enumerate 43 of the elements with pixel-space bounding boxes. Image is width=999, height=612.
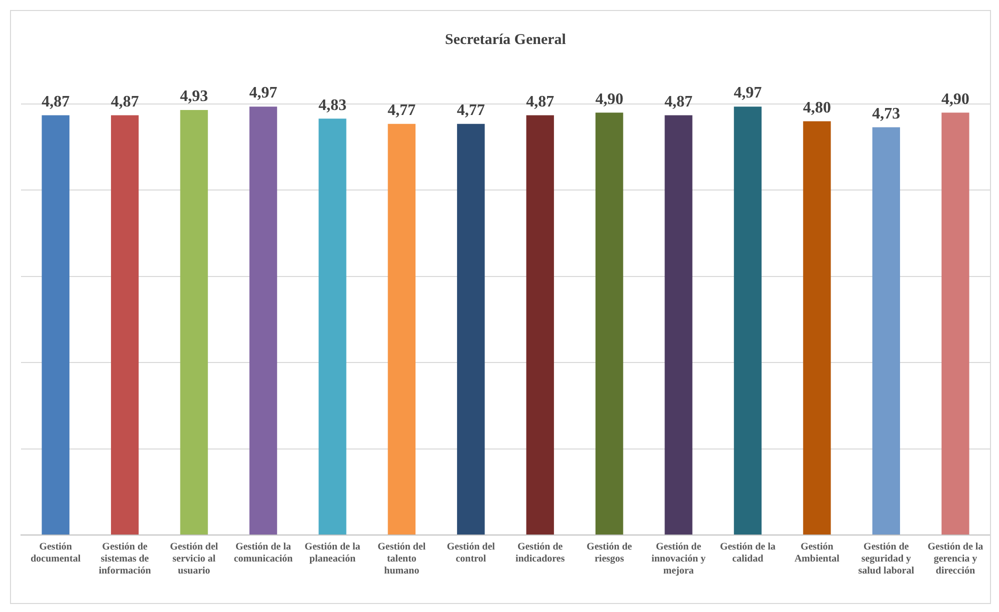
data-label: 4,90 — [941, 90, 970, 108]
bar — [388, 124, 416, 534]
data-label: 4,87 — [526, 93, 554, 110]
data-label: 4,83 — [318, 96, 346, 114]
x-tick-label: Gestión de innovación y mejora — [651, 542, 706, 577]
data-label: 4,97 — [734, 84, 762, 102]
data-label: 4,73 — [872, 105, 900, 122]
x-tick-label: Gestión de la planeación — [304, 542, 360, 565]
data-label: 4,80 — [802, 99, 831, 116]
bar — [872, 127, 900, 534]
data-label: 4,87 — [110, 93, 139, 110]
bar — [526, 115, 554, 534]
bar — [734, 106, 762, 534]
bar — [318, 118, 346, 534]
bar — [664, 115, 692, 534]
bar — [110, 115, 139, 534]
chart-title: Secretaría General — [445, 32, 566, 48]
bar — [42, 115, 70, 534]
data-label: 4,87 — [42, 93, 70, 110]
x-tick-label: Gestión del servicio al usuario — [170, 542, 218, 577]
bar — [249, 106, 278, 534]
data-label: 4,77 — [388, 102, 416, 119]
bar — [942, 112, 970, 534]
x-tick-label: Gestión del talento humano — [378, 542, 426, 577]
x-tick-label: Gestión documental — [30, 542, 81, 565]
x-tick-label: Gestión de la gerencia y dirección — [928, 542, 984, 577]
x-tick-label: Gestión de riesgos — [586, 542, 633, 565]
bar — [803, 121, 831, 534]
bar — [180, 110, 208, 534]
x-tick-label: Gestión de la calidad — [720, 542, 776, 565]
data-label: 4,93 — [180, 88, 208, 106]
data-label: 4,97 — [249, 84, 278, 102]
x-tick-label: Gestión de indicadores — [515, 542, 565, 565]
x-tick-label: Gestión de seguridad y salud laboral — [858, 542, 914, 577]
x-tick-label: Gestión del control — [446, 542, 496, 565]
data-label: 4,90 — [595, 90, 624, 108]
x-tick-label: Gestión de sistemas de información — [98, 542, 152, 577]
x-tick-label: Gestión Ambiental — [794, 542, 840, 565]
data-label: 4,77 — [456, 102, 485, 119]
data-label: 4,87 — [664, 93, 693, 110]
bar — [595, 112, 624, 534]
bar — [457, 124, 485, 534]
x-tick-label: Gestión de la comunicación — [234, 542, 294, 565]
